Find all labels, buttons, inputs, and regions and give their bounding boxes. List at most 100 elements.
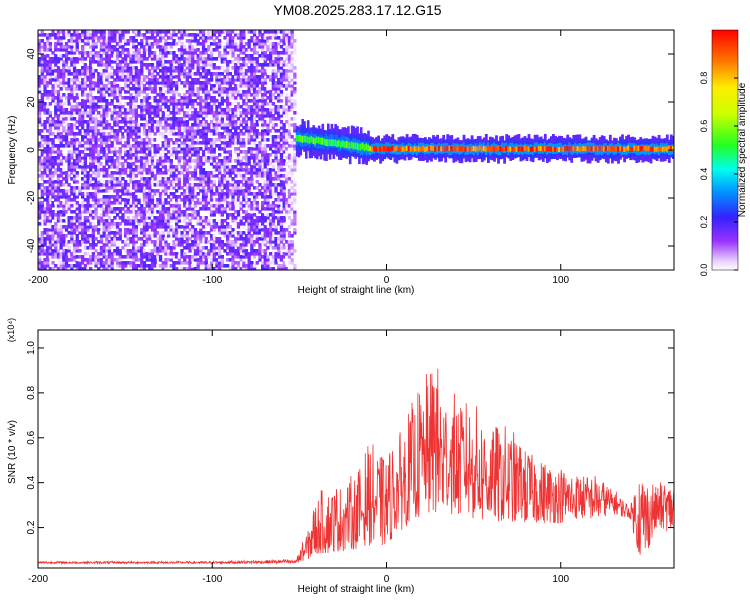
spectrogram-cell xyxy=(250,54,254,58)
spectrogram-cell xyxy=(231,240,235,244)
spectrogram-cell xyxy=(67,195,71,199)
spectrogram-cell xyxy=(86,204,90,208)
spectrogram-cell xyxy=(255,168,259,172)
spectrogram-cell xyxy=(183,258,187,262)
spectrogram-cell xyxy=(191,267,195,270)
spectrogram-cell xyxy=(169,120,173,124)
spectrogram-cell xyxy=(99,81,104,85)
spectrogram-cell xyxy=(218,240,222,244)
spectrogram-cell xyxy=(86,219,90,223)
spectrogram-cell xyxy=(86,201,90,205)
spectrogram-cell xyxy=(263,207,267,211)
spectrogram-cell xyxy=(46,48,50,52)
spectrogram-cell xyxy=(196,48,200,52)
spectrogram-cell xyxy=(161,114,165,118)
spectrogram-cell xyxy=(86,207,90,211)
spectrogram-cell xyxy=(180,57,184,61)
spectrogram-cell xyxy=(261,249,265,253)
spectrogram-cell xyxy=(236,33,241,37)
spectrogram-cell xyxy=(56,258,61,262)
spectrogram-cell xyxy=(175,156,179,160)
spectrogram-cell xyxy=(54,243,58,247)
spectrogram-cell xyxy=(78,111,82,115)
spectrogram-cell xyxy=(266,153,270,157)
spectrogram-cell xyxy=(78,225,82,229)
spectrogram-cell xyxy=(188,204,192,208)
spectrogram-cell xyxy=(91,105,95,109)
spectrogram-cell xyxy=(99,72,104,76)
spectrogram-cell xyxy=(70,96,74,100)
spectrogram-cell xyxy=(153,210,157,214)
spectrogram-cell xyxy=(220,162,224,166)
spectrogram-cell xyxy=(48,48,52,52)
spectrogram-cell xyxy=(183,204,187,208)
spectrogram-cell xyxy=(91,186,95,190)
spectrogram-cell xyxy=(43,210,47,214)
spectrogram-cell xyxy=(94,165,98,169)
spectrogram-cell xyxy=(64,30,69,34)
spectrogram-cell xyxy=(62,183,66,187)
spectrogram-cell xyxy=(99,138,104,142)
spectrogram-cell xyxy=(38,84,42,88)
spectrogram-cell xyxy=(169,147,173,151)
spectrogram-cell xyxy=(91,159,95,163)
spectrogram-cell xyxy=(164,237,168,241)
spectrogram-cell xyxy=(250,180,254,184)
spectrogram-cell xyxy=(43,252,47,256)
spectrogram-cell xyxy=(145,225,149,229)
spectrogram-cell xyxy=(118,138,122,142)
spectrogram-cell xyxy=(199,231,203,235)
spectrogram-cell xyxy=(110,243,114,247)
spectrogram-cell xyxy=(70,228,74,232)
spectrogram-cell xyxy=(72,81,77,85)
spectrogram-cell xyxy=(148,69,152,73)
spectrogram-cell xyxy=(164,264,168,268)
spectrogram-cell xyxy=(78,114,82,118)
spectrogram-cell xyxy=(81,69,85,73)
spectrogram-cell xyxy=(193,195,198,199)
spectrogram-cell xyxy=(258,144,262,148)
spectrogram-cell xyxy=(145,237,149,241)
spectrogram-cell xyxy=(142,78,147,82)
spectrogram-cell xyxy=(215,90,219,94)
spectrogram-cell xyxy=(269,147,273,151)
spectrogram-cell xyxy=(94,126,98,130)
spectrogram-cell xyxy=(177,237,181,241)
spectrogram-cell xyxy=(132,99,136,103)
spectrogram-cell xyxy=(158,264,163,268)
spectrogram-cell xyxy=(204,108,208,112)
spectrogram-cell xyxy=(75,84,79,88)
spectrogram-cell xyxy=(164,39,168,43)
spectrogram-cell xyxy=(261,234,265,238)
spectrogram-cell xyxy=(191,183,195,187)
spectrogram-cell xyxy=(239,258,243,262)
spectrogram-cell xyxy=(258,168,262,172)
spectrogram-cell xyxy=(134,252,138,256)
spectrogram-cell xyxy=(156,168,160,172)
spectrogram-cell xyxy=(54,246,58,250)
spectrogram-cell xyxy=(78,156,82,160)
spectrogram-cell xyxy=(250,237,254,241)
spectrogram-cell xyxy=(164,183,168,187)
spectrogram-cell xyxy=(115,222,120,226)
spectrogram-cell xyxy=(43,48,47,52)
spectrogram-cell xyxy=(161,57,165,61)
spectrogram-cell xyxy=(180,66,184,70)
spectrogram-cell xyxy=(212,57,216,61)
spectrogram-cell xyxy=(46,72,50,76)
spectrogram-cell xyxy=(223,36,227,40)
spectrogram-cell xyxy=(140,144,144,148)
spectrogram-cell xyxy=(54,54,58,58)
spectrogram-cell xyxy=(244,183,249,187)
spectrogram-cell xyxy=(64,102,69,106)
spectrogram-cell xyxy=(180,81,184,85)
spectrogram-cell xyxy=(105,261,109,265)
spectrogram-cell xyxy=(137,249,141,253)
spectrogram-cell xyxy=(218,138,222,142)
spectrogram-cell xyxy=(70,216,74,220)
spectrogram-cell xyxy=(121,165,125,169)
spectrogram-cell xyxy=(83,237,87,241)
spectrogram-cell xyxy=(59,183,63,187)
spectrogram-cell xyxy=(140,141,144,145)
spectrogram-cell xyxy=(113,162,117,166)
